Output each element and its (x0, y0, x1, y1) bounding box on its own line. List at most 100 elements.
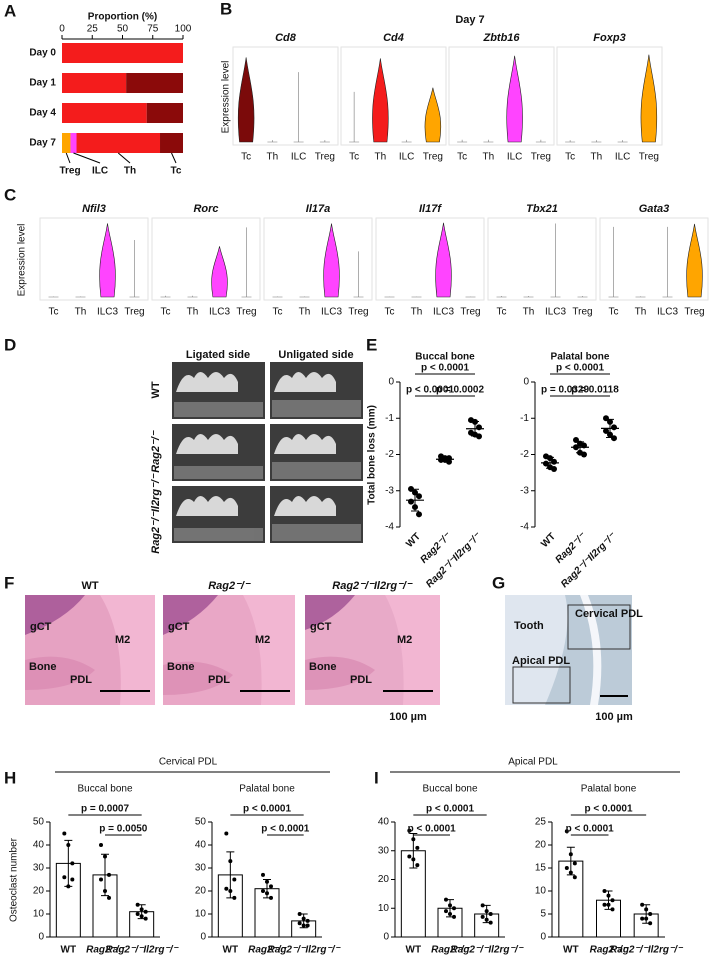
data-point (606, 893, 611, 898)
data-point (66, 843, 71, 847)
data-point (547, 455, 553, 462)
data-point (573, 437, 579, 443)
image-label: Tooth (514, 620, 544, 632)
row-label: WT (150, 381, 162, 398)
data-point (480, 903, 485, 908)
y-tick-label: 25 (535, 817, 547, 828)
data-point (568, 870, 573, 875)
gene-name: Il17a (306, 203, 330, 215)
category-label: Th (187, 307, 199, 318)
data-point (611, 424, 617, 431)
y-tick-label: 0 (388, 377, 394, 388)
chart-title: Day 7 (455, 14, 484, 26)
data-point (564, 866, 569, 870)
p-value: p = 0.0007 (81, 804, 130, 815)
y-axis-label: Osteoclast number (9, 837, 20, 922)
data-point (488, 912, 493, 916)
legend-connector (73, 152, 101, 164)
panel-letter: H (4, 768, 16, 787)
data-point (581, 451, 587, 458)
data-point (228, 859, 233, 864)
y-tick-label: 0 (383, 932, 389, 943)
data-point (644, 907, 649, 912)
category-label: ILC (399, 152, 415, 163)
data-point (408, 498, 414, 505)
y-axis-label: Total bone loss (mm) (367, 405, 378, 505)
chart-title: Palatal bone (239, 784, 295, 795)
y-tick-label: -2 (520, 449, 529, 460)
category-label: Tc (49, 307, 59, 318)
violin-frame (39, 217, 149, 301)
category-label: Th (411, 307, 423, 318)
category-label: ILC3 (545, 307, 567, 318)
panel-letter: F (4, 573, 14, 592)
data-point (135, 902, 140, 907)
violin-line (608, 226, 619, 298)
gene-name: Nfil3 (82, 203, 106, 215)
category-label: Rag2⁻/⁻Il2rg⁻/⁻ (559, 530, 619, 590)
data-point (551, 466, 557, 472)
column-header: Unligated side (278, 349, 353, 361)
data-point (476, 424, 482, 431)
y-tick-label: 20 (378, 874, 390, 885)
data-point (305, 923, 310, 928)
violin (640, 54, 658, 143)
violin-frame (448, 46, 555, 146)
category-label: ILC3 (97, 307, 119, 318)
violin (237, 57, 255, 143)
data-point (607, 418, 613, 425)
category-label: Rag2⁻/⁻Il2rg⁻/⁻ (610, 945, 684, 956)
data-point (640, 902, 645, 907)
data-point (572, 861, 577, 866)
category-label: Th (635, 307, 647, 318)
panel-letter: B (220, 0, 232, 18)
image-label: Cervical PDL (575, 608, 643, 620)
y-tick-label: 15 (535, 863, 547, 874)
data-point (412, 489, 418, 496)
bar-segment (62, 103, 147, 123)
bar-segment (70, 133, 77, 153)
category-label: ILC (615, 152, 631, 163)
category-label: ILC3 (209, 307, 231, 318)
legend-label: Tc (171, 166, 182, 177)
violin-frame (375, 217, 485, 301)
y-tick-label: 20 (535, 840, 547, 851)
image-label: PDL (70, 674, 92, 686)
row-label: Rag2⁻/⁻ (150, 430, 162, 473)
legend-label: Th (124, 166, 136, 177)
data-point (135, 912, 140, 916)
data-point (143, 909, 148, 914)
data-point (607, 431, 613, 438)
data-point (480, 914, 485, 919)
chart-title: Buccal bone (422, 784, 477, 795)
data-point (472, 418, 478, 425)
y-tick-label: 20 (195, 886, 207, 897)
data-point (452, 914, 456, 919)
violin-line (319, 140, 330, 143)
data-point (70, 877, 75, 882)
violin-line (401, 139, 412, 143)
category-label: WT (61, 945, 77, 956)
violin-line (267, 140, 278, 143)
violin-frame (487, 217, 597, 301)
labels: A B C D E F G H I Ligated side Unligated… (4, 0, 680, 787)
data-point (415, 845, 420, 850)
violin-line (293, 72, 304, 143)
violin-line (129, 240, 140, 298)
image-label: PDL (208, 674, 230, 686)
column-header: Ligated side (186, 349, 250, 361)
data-point (603, 415, 609, 422)
violin-frame (232, 46, 339, 146)
data-point (62, 875, 67, 880)
y-tick-label: 30 (33, 863, 45, 874)
category-label: ILC (507, 152, 523, 163)
data-point (139, 907, 144, 912)
data-point (265, 879, 269, 884)
violin (211, 246, 228, 298)
p-value: p < 0.0001 (584, 804, 633, 815)
data-point (103, 854, 107, 859)
image-title: Rag2⁻/⁻Il2rg⁻/⁻ (332, 580, 413, 592)
violin-line (577, 295, 588, 298)
y-tick-label: 10 (535, 886, 547, 897)
p-value: p < 0.0001 (426, 804, 475, 815)
